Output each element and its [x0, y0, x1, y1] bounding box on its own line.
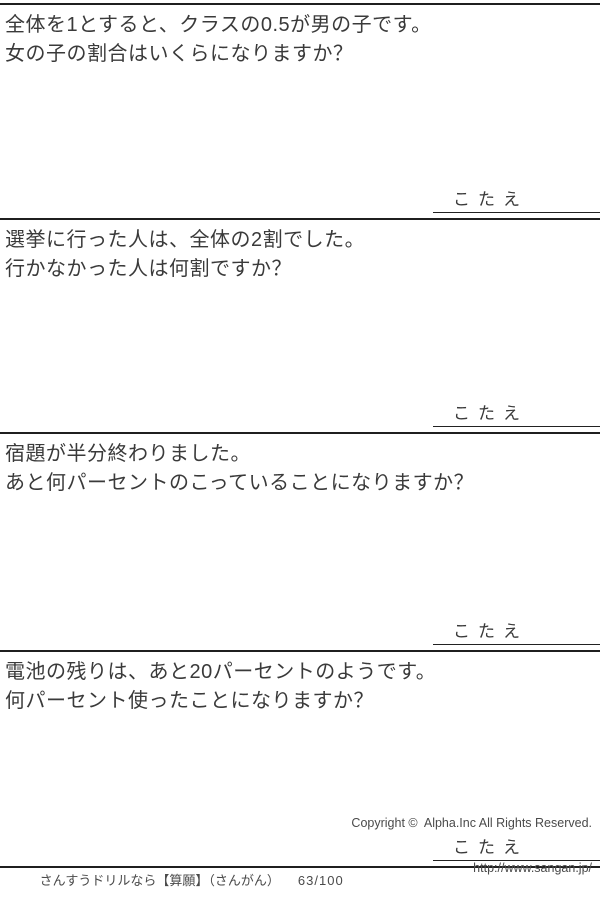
problem-text-line: 選挙に行った人は、全体の2割でした。 — [5, 229, 366, 251]
problem-section-4: 電池の残りは、あと20パーセントのようです。 何パーセント使ったことになりますか… — [0, 650, 600, 868]
problem-text-line: 何パーセント使ったことになりますか？ — [5, 690, 374, 712]
answer-label: こたえ — [453, 190, 528, 209]
answer-label: こたえ — [453, 404, 528, 423]
answer-blank[interactable]: こたえ — [433, 833, 600, 861]
site-url: http://www.sangan.jp/ — [473, 861, 592, 875]
page-footer: さんすうドリルなら【算願】（さんがん） 63/100 Copyright © Al… — [0, 816, 600, 910]
answer-blank[interactable]: こたえ — [433, 185, 600, 213]
footer-page-number: 63/100 — [297, 873, 344, 888]
problem-section-1: 全体を1とすると、クラスの0.5が男の子です。 女の子の割合はいくらになりますか… — [0, 3, 600, 218]
problem-section-2: 選挙に行った人は、全体の2割でした。 行かなかった人は何割ですか？ こたえ — [0, 218, 600, 432]
problem-text: 全体を1とすると、クラスの0.5が男の子です。 女の子の割合はいくらになりますか… — [0, 11, 600, 69]
problem-text-line: 女の子の割合はいくらになりますか？ — [5, 43, 354, 65]
copyright-text: Copyright © Alpha.Inc All Rights Reserve… — [351, 816, 592, 830]
footer-copyright-block: Copyright © Alpha.Inc All Rights Reserve… — [351, 786, 592, 906]
footer-site-label: さんすうドリルなら【算願】（さんがん） — [39, 873, 280, 888]
problem-text-line: あと何パーセントのこっていることになりますか？ — [5, 472, 475, 494]
problem-text: 選挙に行った人は、全体の2割でした。 行かなかった人は何割ですか？ — [0, 226, 600, 284]
answer-label: こたえ — [453, 838, 528, 857]
problem-text-line: 電池の残りは、あと20パーセントのようです。 — [5, 661, 437, 683]
footer-site-info: さんすうドリルなら【算願】（さんがん） 63/100 — [18, 857, 344, 906]
problem-text: 宿題が半分終わりました。 あと何パーセントのこっていることになりますか？ — [0, 440, 600, 498]
problem-section-3: 宿題が半分終わりました。 あと何パーセントのこっていることになりますか？ こたえ — [0, 432, 600, 650]
answer-blank[interactable]: こたえ — [433, 399, 600, 427]
problem-text-line: 全体を1とすると、クラスの0.5が男の子です。 — [5, 14, 432, 36]
problem-text-line: 行かなかった人は何割ですか？ — [5, 258, 292, 280]
answer-blank[interactable]: こたえ — [433, 617, 600, 645]
problem-text: 電池の残りは、あと20パーセントのようです。 何パーセント使ったことになりますか… — [0, 658, 600, 716]
problem-text-line: 宿題が半分終わりました。 — [5, 443, 251, 465]
answer-label: こたえ — [453, 622, 528, 641]
